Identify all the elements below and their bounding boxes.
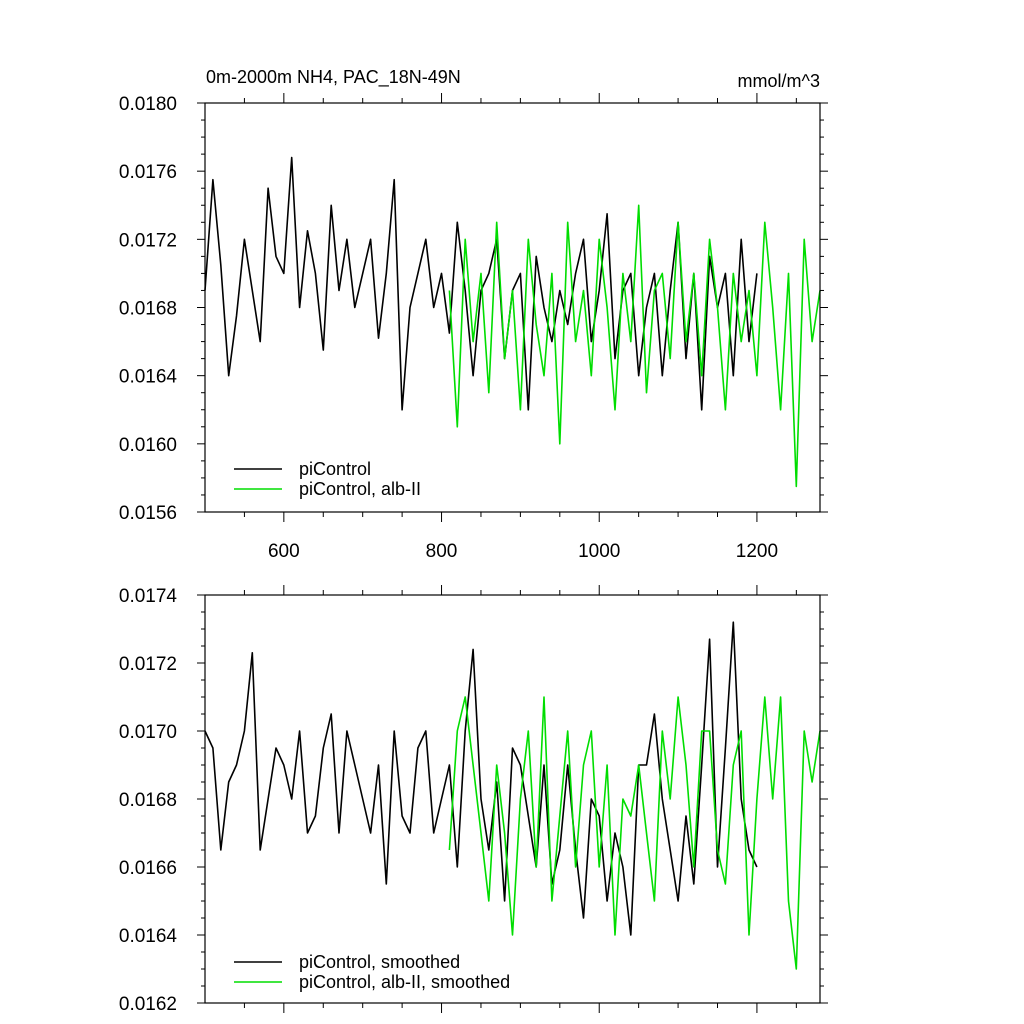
top-panel-series-lines xyxy=(204,156,821,488)
x-tick-label: 1200 xyxy=(736,541,778,562)
x-tick-label: 1000 xyxy=(578,541,620,562)
series-line-picontrol-smoothed xyxy=(204,621,758,936)
legend-label-picontrol: piControl xyxy=(299,459,371,479)
top-panel: 0m-2000m NH4, PAC_18N-49N mmol/m^3 0.015… xyxy=(119,67,828,562)
y-tick-label: 0.0170 xyxy=(119,722,177,743)
bottom-panel: 0.0162 0.0164 0.0166 0.0168 0.0170 0.0172 0.01… xyxy=(119,585,828,1015)
x-tick-label: 800 xyxy=(426,541,458,562)
bottom-panel-legend: piControl, smoothed piControl, alb-II, s… xyxy=(234,952,510,992)
y-tick-label: 0.0166 xyxy=(119,858,177,879)
y-tick-label: 0.0164 xyxy=(119,926,178,947)
x-tick-label: 600 xyxy=(268,541,300,562)
y-tick-label: 0.0156 xyxy=(119,503,177,524)
series-line-picontrol xyxy=(204,156,758,411)
y-tick-label: 0.0168 xyxy=(119,790,177,811)
y-tick-label: 0.0176 xyxy=(119,162,177,183)
series-line-picontrol-alb-ii-smoothed xyxy=(448,696,821,970)
legend-label-picontrol-alb-ii: piControl, alb-II xyxy=(299,479,421,499)
top-panel-units: mmol/m^3 xyxy=(738,71,820,91)
bottom-panel-axes: 0.0162 0.0164 0.0166 0.0168 0.0170 0.0172 0.01… xyxy=(119,585,828,1015)
y-tick-label: 0.0172 xyxy=(119,654,177,675)
top-panel-legend: piControl piControl, alb-II xyxy=(234,459,421,499)
y-tick-label: 0.0168 xyxy=(119,299,177,320)
legend-label-picontrol-smoothed: piControl, smoothed xyxy=(299,952,460,972)
bottom-panel-series-lines xyxy=(204,621,821,970)
y-tick-label: 0.0174 xyxy=(119,586,178,607)
legend-label-picontrol-alb-ii-smoothed: piControl, alb-II, smoothed xyxy=(299,972,510,992)
y-tick-label: 0.0164 xyxy=(119,367,178,388)
series-line-picontrol-alb-ii xyxy=(448,204,821,488)
y-tick-label: 0.0180 xyxy=(119,94,177,115)
y-tick-label: 0.0160 xyxy=(119,435,177,456)
top-panel-axes: 0.0156 0.0160 0.0164 0.0168 0.0172 0.0176 0.01… xyxy=(119,93,828,562)
top-panel-title: 0m-2000m NH4, PAC_18N-49N xyxy=(206,67,461,88)
y-tick-label: 0.0162 xyxy=(119,994,177,1015)
y-tick-label: 0.0172 xyxy=(119,230,177,251)
plot-frame xyxy=(204,594,821,1004)
